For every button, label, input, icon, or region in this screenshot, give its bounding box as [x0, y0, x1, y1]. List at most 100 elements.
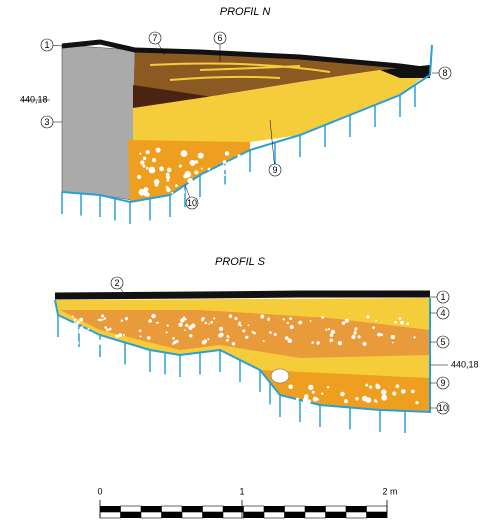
pebble	[73, 321, 76, 324]
scale-segment	[161, 512, 182, 518]
pebble	[288, 384, 293, 389]
pebble	[392, 391, 397, 396]
pebble	[316, 398, 319, 401]
scale-segment	[202, 505, 224, 513]
pebble	[87, 327, 90, 330]
scale-segment	[243, 505, 265, 513]
pebble	[222, 160, 227, 164]
pebble	[218, 333, 223, 338]
pebble	[200, 167, 203, 170]
scale-segment	[264, 506, 285, 512]
pebble	[240, 324, 242, 327]
pebble	[73, 318, 77, 321]
pebble	[82, 335, 88, 341]
layer-label: 9	[272, 165, 277, 175]
pebble	[329, 333, 334, 337]
scale-segment	[284, 505, 306, 513]
layer-10	[128, 140, 250, 202]
pebble	[247, 324, 250, 327]
elevation: 440,18	[20, 94, 48, 104]
scale-label: 0	[97, 486, 102, 496]
pebble	[351, 334, 356, 340]
pebble	[78, 329, 83, 334]
pebble	[340, 391, 345, 397]
pebble	[390, 334, 396, 340]
pebble	[273, 332, 277, 337]
pebble	[151, 157, 157, 163]
pebble	[406, 322, 409, 326]
pebble	[201, 318, 204, 322]
label-ring	[438, 66, 452, 80]
pebble	[103, 317, 107, 320]
pebble	[185, 323, 189, 328]
pebble	[394, 321, 397, 324]
pebble	[343, 399, 349, 404]
pebble	[175, 184, 178, 187]
pebble	[228, 314, 233, 318]
pebble	[142, 156, 147, 161]
label-ring	[213, 31, 227, 45]
profile-s: PROFIL S 440,18	[54, 256, 479, 414]
pebble	[97, 319, 100, 322]
pebble	[143, 191, 148, 197]
pebble	[139, 152, 142, 155]
scale-label: 1	[239, 486, 244, 496]
leader	[269, 119, 276, 171]
layer-label: 8	[442, 68, 447, 78]
scale-segment	[325, 512, 346, 518]
pebble	[227, 161, 231, 165]
scale-segment	[243, 512, 264, 518]
pebble	[298, 320, 303, 325]
pebble	[369, 385, 373, 389]
pebble	[377, 332, 381, 337]
scale-label: 2 m	[382, 486, 397, 496]
pebble	[361, 395, 368, 402]
pebble	[148, 166, 156, 174]
layer-label: 7	[152, 33, 157, 43]
pebble	[259, 160, 262, 163]
pebble	[311, 341, 314, 344]
pebble	[101, 314, 105, 318]
pebble	[210, 320, 214, 324]
pebble	[357, 335, 361, 339]
pebble	[203, 339, 208, 344]
pebble	[289, 325, 294, 330]
pebble	[189, 159, 196, 166]
label-ring	[40, 115, 54, 129]
pebble	[212, 170, 215, 174]
pebble	[226, 338, 229, 342]
pebble	[289, 317, 293, 321]
pebble	[401, 389, 406, 394]
label-ring	[436, 401, 450, 415]
pebble	[365, 383, 369, 387]
pebble	[178, 164, 182, 168]
pebble	[344, 318, 349, 323]
pebble	[231, 341, 236, 346]
pebble	[102, 318, 104, 321]
scale-segment	[161, 505, 183, 513]
pebble	[166, 324, 169, 327]
pebble	[223, 173, 226, 177]
pebble	[166, 167, 172, 173]
label-ring	[436, 306, 450, 320]
pebble	[90, 332, 94, 336]
pebble	[380, 389, 387, 395]
pebble	[355, 397, 359, 401]
pebble	[153, 179, 160, 185]
scale-segment	[366, 512, 387, 518]
pebble	[202, 173, 205, 177]
pebble	[295, 397, 300, 401]
pebble	[284, 336, 289, 340]
label-ring	[436, 335, 450, 349]
pebble	[223, 164, 230, 171]
pebble	[187, 178, 193, 184]
layer-3	[61, 44, 136, 201]
pebble	[122, 333, 125, 337]
label-ring	[148, 31, 162, 45]
pebble	[172, 337, 175, 340]
pebble	[311, 390, 315, 394]
pebble	[262, 340, 265, 343]
pebble	[321, 392, 324, 395]
title: PROFIL N	[220, 6, 271, 18]
scale-segment	[305, 506, 326, 512]
